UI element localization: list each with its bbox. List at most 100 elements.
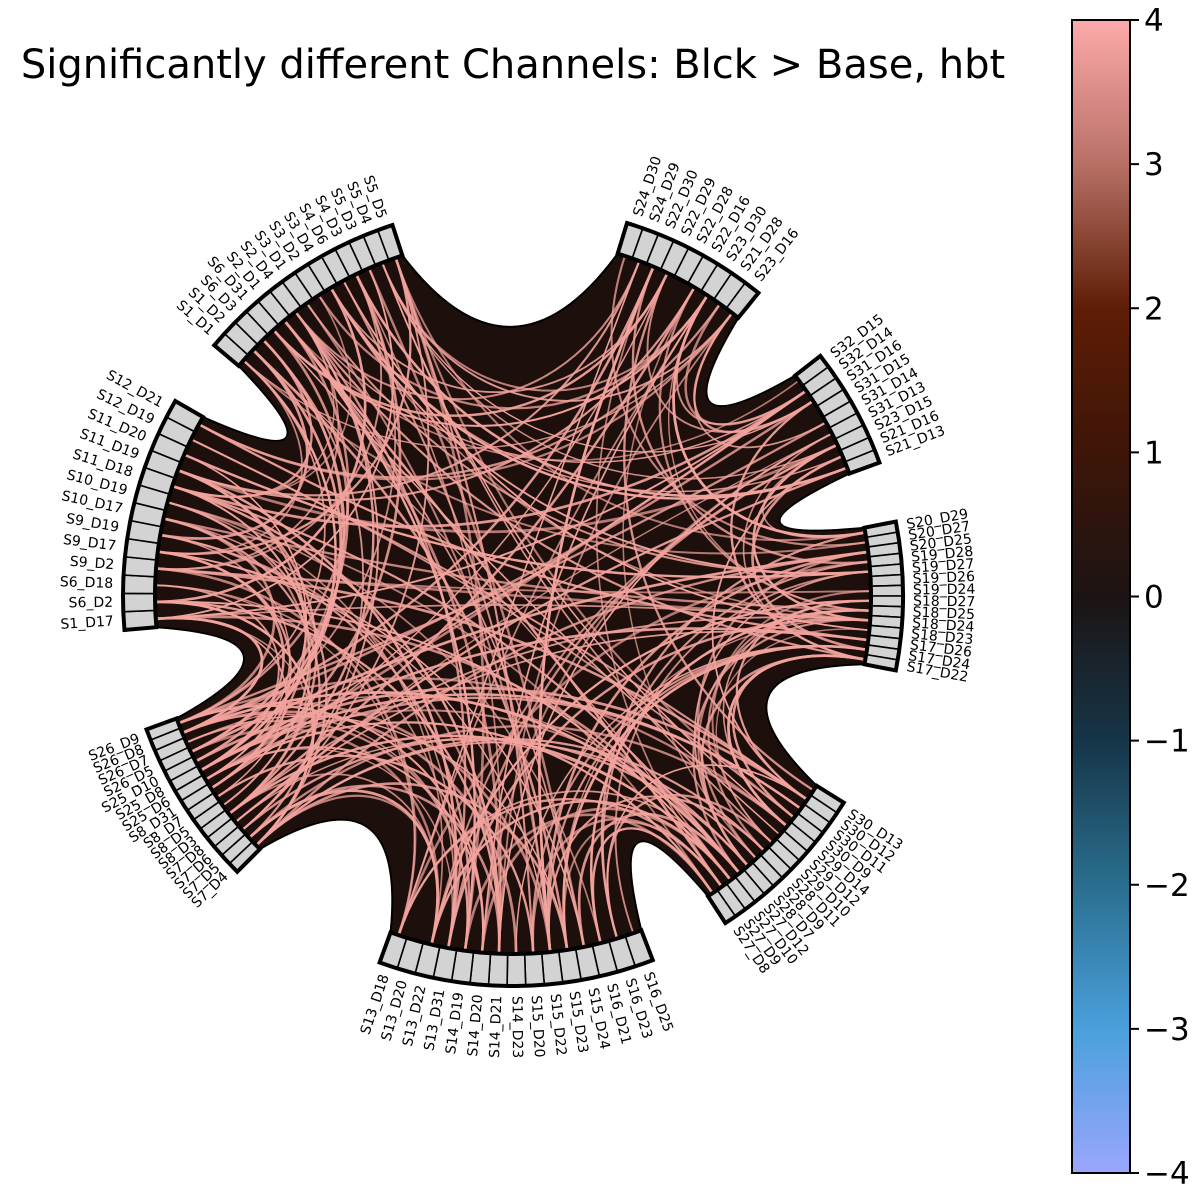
connection-line — [242, 312, 733, 449]
connection-line — [241, 311, 379, 831]
channel-label: S14_D23 — [509, 996, 526, 1058]
channel-node — [506, 952, 527, 987]
channel-label: S18_D27 — [913, 594, 976, 611]
channel-label: S18_D25 — [912, 605, 975, 624]
channel-label: S19_D27 — [912, 556, 975, 576]
connection-line — [186, 695, 749, 867]
channel-group-outline — [143, 715, 263, 875]
colorbar-ticks: 4 3 2 1 0 −1 −2 −3 −4 — [1130, 3, 1190, 1192]
connection-line — [157, 550, 585, 948]
channel-node — [122, 574, 157, 595]
connection-line — [205, 746, 484, 953]
channel-labels: S1_D1S1_D2S6_D3S6_D31S2_D1S2_D4S3_D1S3_D… — [60, 154, 976, 1058]
channel-node — [487, 952, 509, 987]
channel-group-outline — [615, 220, 762, 321]
colorbar-tick-label: −1 — [1144, 724, 1190, 760]
connection-line — [711, 455, 843, 801]
channel-node — [870, 595, 904, 608]
channel-label: S9_D2 — [69, 554, 115, 573]
channel-label: S1_D17 — [60, 614, 114, 633]
figure-title: Significantly different Channels: Blck >… — [21, 42, 1005, 88]
colorbar-gradient — [1071, 19, 1131, 1174]
channel-label: S15_D22 — [547, 993, 569, 1057]
connection-line — [381, 262, 838, 480]
connection-line — [306, 302, 552, 953]
connection-line — [155, 615, 741, 875]
connection-line — [546, 550, 869, 953]
connection-line — [159, 348, 309, 540]
channel-label: S19_D26 — [912, 569, 975, 588]
connection-line — [294, 260, 641, 401]
connection-line — [190, 550, 869, 754]
connection-line — [430, 443, 838, 945]
connection-line — [631, 266, 870, 565]
connection-line — [614, 570, 871, 934]
channel-label: S14_D19 — [443, 991, 467, 1055]
connection-line — [731, 654, 866, 819]
connection-line — [155, 567, 417, 936]
colorbar-tick-label: 0 — [1144, 580, 1164, 616]
connection-line — [531, 817, 723, 954]
channel-label: S14_D20 — [465, 994, 486, 1057]
colorbar: 4 3 2 1 0 −1 −2 −3 −4 — [1071, 3, 1190, 1192]
channel-label: S17_D26 — [909, 637, 973, 661]
connection-line — [157, 550, 551, 953]
colorbar-tick-label: −4 — [1144, 1156, 1190, 1192]
colorbar-tick-label: 1 — [1144, 435, 1164, 471]
channel-node — [523, 951, 546, 987]
connection-line — [177, 468, 458, 949]
channel-label: S14_D21 — [487, 995, 505, 1058]
channel-label: S20_D25 — [909, 531, 973, 555]
connection-line — [155, 584, 280, 772]
connection-line — [155, 267, 394, 620]
connection-line — [394, 257, 866, 541]
channel-label: S19_D28 — [910, 544, 974, 566]
connection-line — [157, 257, 412, 555]
connection-lines — [155, 255, 872, 955]
connection-line — [692, 618, 871, 874]
connection-line — [330, 287, 871, 622]
channel-label: S18_D23 — [910, 626, 974, 648]
connection-line — [177, 421, 827, 725]
channel-label: S6_D2 — [68, 595, 113, 612]
channel-node — [122, 592, 157, 613]
connection-line — [163, 517, 456, 949]
channel-group-outline — [121, 398, 206, 633]
connection-line — [172, 294, 352, 498]
connectivity-circle: S1_D1S1_D2S6_D3S6_D31S2_D1S2_D4S3_D1S3_D… — [60, 154, 976, 1058]
colorbar-tick-label: 3 — [1144, 147, 1164, 183]
connection-line — [711, 590, 872, 844]
channel-label: S18_D24 — [912, 615, 975, 635]
connection-line — [646, 272, 814, 433]
connection-line — [606, 794, 773, 939]
connection-line — [248, 784, 501, 954]
connection-line — [538, 266, 655, 953]
connection-line — [562, 618, 871, 951]
connection-line — [623, 272, 815, 792]
connection-line — [306, 302, 871, 575]
connection-line — [668, 295, 871, 612]
connection-line — [252, 349, 732, 881]
colorbar-tick-label: −3 — [1144, 1012, 1190, 1048]
connection-line — [183, 453, 871, 579]
channel-nodes — [121, 220, 906, 988]
channel-group-outline — [377, 927, 656, 988]
connection-line — [216, 754, 535, 954]
connection-line — [190, 329, 349, 754]
channel-label: S15_D20 — [528, 995, 547, 1058]
connection-line — [722, 600, 872, 827]
connection-line — [498, 432, 833, 954]
connection-line — [294, 311, 866, 661]
connection-line — [394, 257, 795, 819]
connection-line — [381, 262, 734, 402]
connection-line — [228, 734, 732, 881]
connection-line — [481, 295, 708, 953]
connection-line — [167, 501, 328, 847]
channel-label: S6_D18 — [60, 574, 114, 592]
channel-node — [540, 950, 564, 986]
connection-line — [167, 501, 602, 944]
connection-line — [198, 423, 869, 642]
channel-group-outline — [862, 519, 906, 673]
colorbar-tick-label: −2 — [1144, 868, 1190, 904]
